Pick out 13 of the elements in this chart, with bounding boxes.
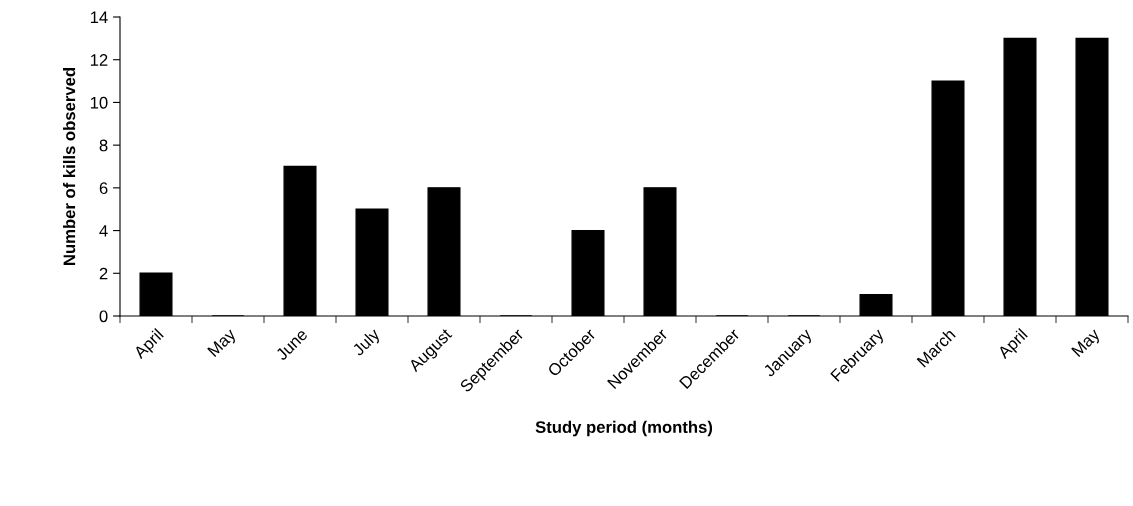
y-tick-label: 4	[99, 225, 108, 237]
y-tick-label: 8	[99, 139, 108, 152]
x-tick-label: May	[1071, 327, 1103, 360]
y-tick-label: 2	[99, 267, 108, 280]
x-tick-label: May	[207, 327, 239, 360]
y-tick-label: 0	[99, 310, 108, 323]
x-axis-title: Study period (months)	[535, 420, 713, 437]
y-tick-label: 14	[90, 11, 108, 24]
y-axis-title: Number of kills observed	[63, 68, 76, 265]
y-tick-label: 10	[90, 96, 108, 109]
x-tick-label: July	[351, 327, 383, 359]
y-tick-label: 12	[90, 54, 108, 66]
y-tick-label: 6	[99, 182, 108, 195]
